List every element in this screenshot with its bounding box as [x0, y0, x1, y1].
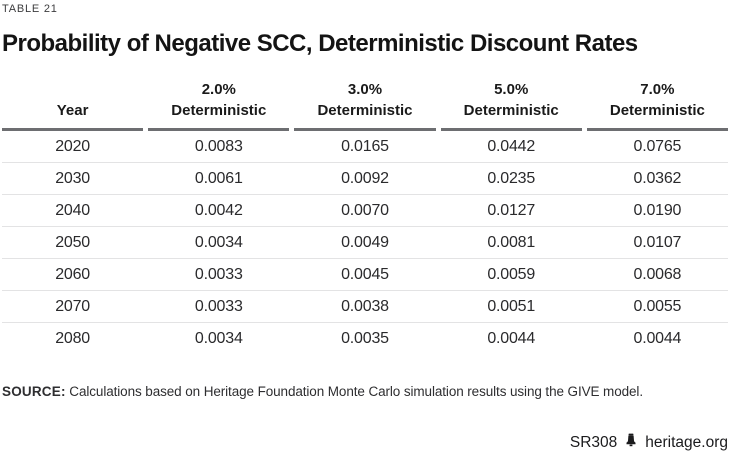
- column-header-label: Deterministic: [609, 102, 705, 119]
- value-cell: 0.0083: [194, 137, 243, 155]
- value-cell: 0.0055: [633, 297, 682, 315]
- value-cell: 0.0045: [341, 265, 389, 283]
- value-cell: 0.0034: [194, 233, 243, 251]
- column-header-2pct: 2.0% Deterministic: [148, 79, 290, 131]
- value-cell: 0.0038: [341, 297, 389, 315]
- column-header-label: Deterministic: [317, 102, 413, 119]
- table-row: 2050 0.0034 0.0049 0.0081 0.0107: [2, 227, 728, 259]
- value-cell: 0.0034: [194, 329, 243, 347]
- liberty-bell-icon: [624, 433, 638, 452]
- column-header-7pct: 7.0% Deterministic: [586, 79, 728, 131]
- value-cell: 0.0765: [633, 137, 682, 155]
- table-body: 2020 0.0083 0.0165 0.0442 0.0765 2030 0.…: [2, 131, 728, 354]
- value-cell: 0.0059: [487, 265, 536, 283]
- year-cell: 2060: [55, 265, 90, 283]
- value-cell: 0.0035: [341, 329, 389, 347]
- column-header-label: Year: [56, 102, 89, 119]
- report-id: SR308: [569, 433, 618, 451]
- value-cell: 0.0092: [341, 169, 389, 187]
- source-note: SOURCE: Calculations based on Heritage F…: [2, 384, 728, 399]
- column-header-year: Year: [2, 79, 144, 131]
- table-row: 2070 0.0033 0.0038 0.0051 0.0055: [2, 291, 728, 323]
- value-cell: 0.0051: [487, 297, 536, 315]
- column-header-rate: 3.0%: [347, 81, 383, 98]
- value-cell: 0.0442: [487, 137, 536, 155]
- page-title: Probability of Negative SCC, Determinist…: [2, 30, 638, 57]
- year-cell: 2030: [55, 169, 90, 187]
- table-row: 2040 0.0042 0.0070 0.0127 0.0190: [2, 195, 728, 227]
- footer: SR308 heritage.org: [2, 433, 728, 452]
- table-row: 2060 0.0033 0.0045 0.0059 0.0068: [2, 259, 728, 291]
- value-cell: 0.0107: [633, 233, 682, 251]
- value-cell: 0.0042: [194, 201, 243, 219]
- source-text: Calculations based on Heritage Foundatio…: [65, 384, 643, 399]
- year-cell: 2080: [55, 329, 90, 347]
- value-cell: 0.0044: [487, 329, 536, 347]
- value-cell: 0.0127: [487, 201, 536, 219]
- column-header-rate: 5.0%: [494, 81, 529, 98]
- column-header-rate: 2.0%: [201, 81, 236, 98]
- column-header-label: Deterministic: [463, 102, 559, 119]
- table-number-label: TABLE 21: [2, 3, 58, 15]
- value-cell: 0.0070: [341, 201, 389, 219]
- value-cell: 0.0235: [487, 169, 536, 187]
- year-cell: 2020: [55, 137, 90, 155]
- value-cell: 0.0044: [633, 329, 682, 347]
- table-header-row: Year 2.0% Deterministic 3.0% Determinist…: [2, 79, 728, 131]
- value-cell: 0.0033: [194, 297, 243, 315]
- column-header-5pct: 5.0% Deterministic: [440, 79, 582, 131]
- value-cell: 0.0068: [633, 265, 682, 283]
- value-cell: 0.0362: [633, 169, 682, 187]
- year-cell: 2040: [55, 201, 90, 219]
- column-header-label: Deterministic: [171, 102, 267, 119]
- source-label: SOURCE:: [2, 384, 66, 399]
- column-header-rate: 7.0%: [640, 81, 675, 98]
- value-cell: 0.0165: [341, 137, 389, 155]
- value-cell: 0.0049: [341, 233, 389, 251]
- table-row: 2080 0.0034 0.0035 0.0044 0.0044: [2, 323, 728, 354]
- site-url: heritage.org: [645, 433, 728, 451]
- value-cell: 0.0081: [487, 233, 536, 251]
- value-cell: 0.0033: [194, 265, 243, 283]
- table-row: 2020 0.0083 0.0165 0.0442 0.0765: [2, 131, 728, 163]
- value-cell: 0.0190: [633, 201, 682, 219]
- column-header-3pct: 3.0% Deterministic: [294, 79, 436, 131]
- year-cell: 2050: [55, 233, 90, 251]
- year-cell: 2070: [55, 297, 90, 315]
- value-cell: 0.0061: [194, 169, 243, 187]
- table-row: 2030 0.0061 0.0092 0.0235 0.0362: [2, 163, 728, 195]
